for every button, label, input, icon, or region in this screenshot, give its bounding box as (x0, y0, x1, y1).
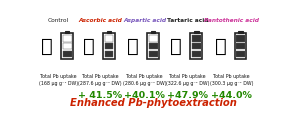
Bar (148, 33, 159, 59)
Bar (236, 43, 245, 49)
Bar (190, 33, 202, 59)
Text: Tartaric acid: Tartaric acid (167, 18, 208, 23)
Bar (105, 51, 113, 57)
Text: + 41.5%: + 41.5% (78, 91, 122, 100)
Text: 🌻: 🌻 (128, 37, 139, 55)
Text: 🌻: 🌻 (170, 37, 182, 55)
Bar (63, 43, 72, 49)
Bar (151, 31, 155, 33)
Text: Enhanced Pb-phytoextraction: Enhanced Pb-phytoextraction (70, 98, 237, 108)
Text: Total Pb uptake
(287.6 μg g⁻¹ DW): Total Pb uptake (287.6 μg g⁻¹ DW) (79, 74, 122, 86)
Bar (236, 35, 245, 41)
Bar (63, 35, 72, 41)
Text: Aspartic acid: Aspartic acid (123, 18, 166, 23)
Bar (192, 51, 201, 57)
Bar (192, 35, 201, 41)
Bar (107, 31, 111, 33)
Text: 🌻: 🌻 (83, 37, 95, 55)
Bar (105, 43, 113, 49)
Text: 🌻: 🌻 (41, 37, 53, 55)
Bar (105, 35, 113, 41)
Text: 🌻: 🌻 (214, 37, 226, 55)
Bar (149, 51, 158, 57)
Text: Ascorbic acid: Ascorbic acid (78, 18, 122, 23)
Bar (194, 31, 199, 33)
Text: Total Pb uptake
(168 μg g⁻¹ DW): Total Pb uptake (168 μg g⁻¹ DW) (39, 74, 78, 86)
Bar (149, 35, 158, 41)
Bar (61, 33, 73, 59)
Bar (192, 43, 201, 49)
Bar (65, 31, 70, 33)
Text: +40.1%: +40.1% (124, 91, 165, 100)
Text: Pantothenic acid: Pantothenic acid (204, 18, 259, 23)
Bar (236, 51, 245, 57)
Bar (63, 51, 72, 57)
Text: Total Pb uptake
(300.3 μg g⁻¹ DW): Total Pb uptake (300.3 μg g⁻¹ DW) (210, 74, 254, 86)
Bar (149, 43, 158, 49)
Bar (103, 33, 115, 59)
Text: +47.9%: +47.9% (167, 91, 208, 100)
Bar (235, 33, 246, 59)
Text: Total Pb uptake
(322.6 μg g⁻¹ DW): Total Pb uptake (322.6 μg g⁻¹ DW) (166, 74, 209, 86)
Bar (238, 31, 243, 33)
Text: +44.0%: +44.0% (211, 91, 252, 100)
Text: Control: Control (48, 18, 69, 23)
Text: Total Pb uptake
(280.6 μg g⁻¹ DW): Total Pb uptake (280.6 μg g⁻¹ DW) (123, 74, 166, 86)
